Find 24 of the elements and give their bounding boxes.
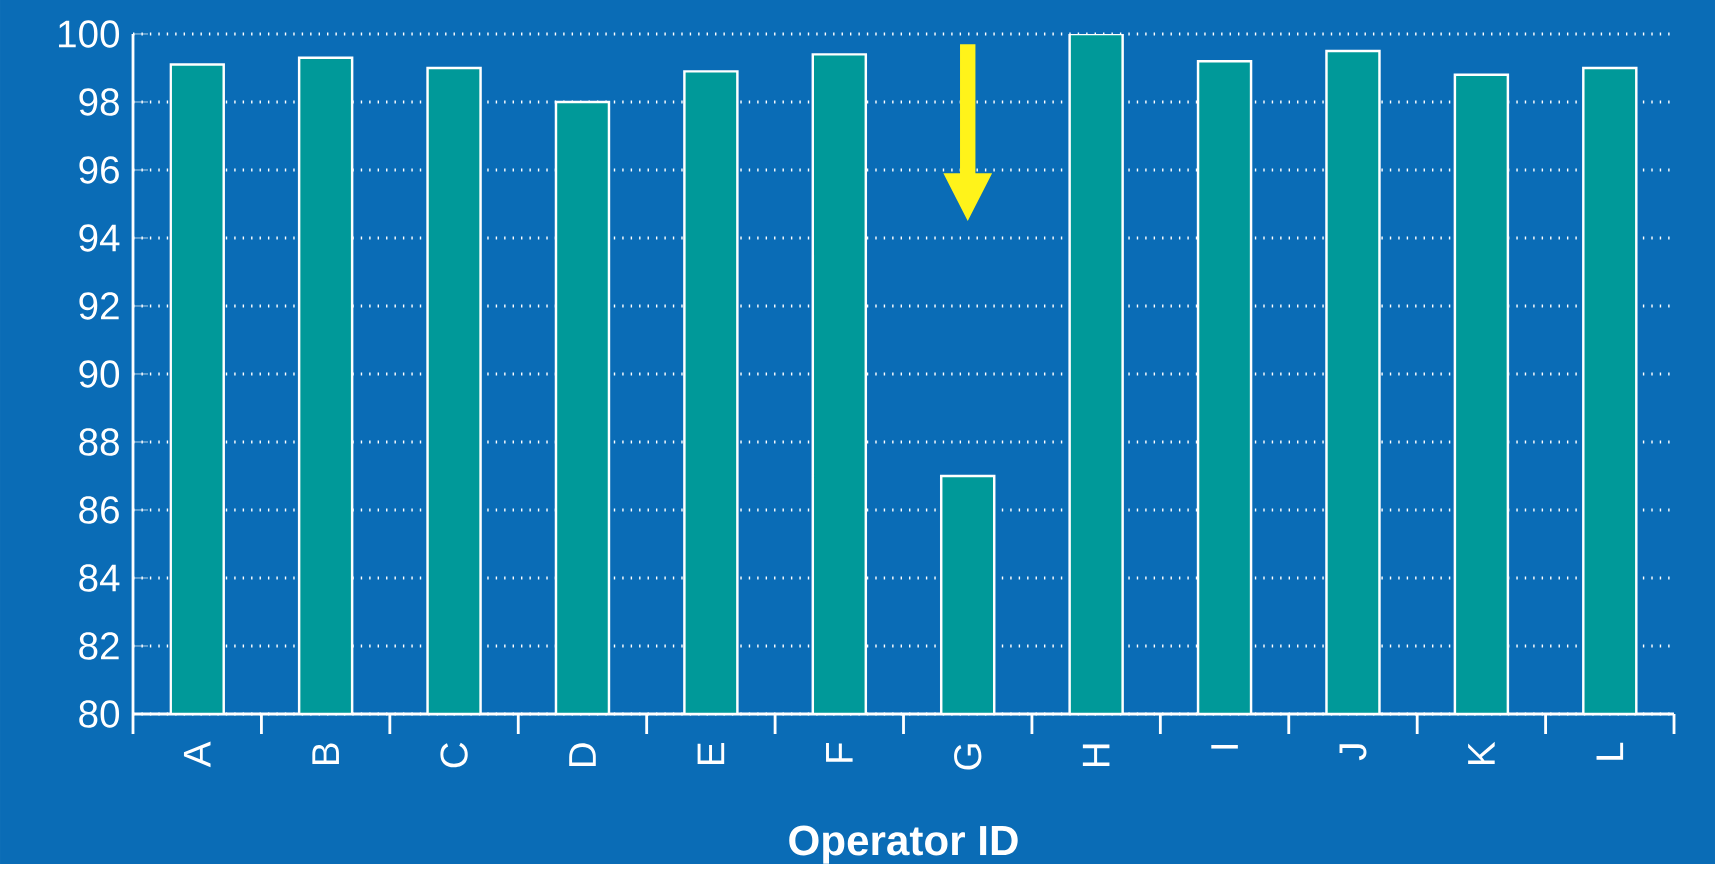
- x-tick-label: A: [183, 741, 211, 768]
- x-tick-label: C: [440, 743, 468, 768]
- x-axis-title: Operator ID: [789, 825, 1018, 865]
- x-tick-label: D: [569, 743, 596, 767]
- x-tick-label: E: [697, 743, 725, 765]
- x-tick-label: B: [312, 743, 339, 765]
- y-tick-label: 90: [79, 360, 120, 388]
- y-tick-label: 84: [79, 564, 120, 592]
- x-tick-label: K: [1468, 742, 1495, 765]
- y-tick-label: 94: [79, 224, 120, 252]
- y-tick-label: 82: [79, 632, 119, 660]
- x-tick-label: G: [954, 744, 982, 770]
- x-tick-label: H: [1082, 744, 1110, 767]
- x-tick-label: I: [1211, 745, 1238, 749]
- y-tick-label: 92: [79, 292, 119, 320]
- y-tick-label: 88: [79, 428, 119, 456]
- y-tick-label: 98: [79, 88, 119, 116]
- y-tick-label: 86: [79, 496, 119, 524]
- x-tick-label: F: [826, 743, 853, 763]
- y-tick-label: 80: [79, 700, 120, 728]
- y-tick-label: 96: [79, 156, 119, 184]
- y-tick-label: 100: [59, 20, 120, 48]
- x-tick-label: L: [1596, 742, 1624, 760]
- x-tick-label: J: [1339, 744, 1367, 761]
